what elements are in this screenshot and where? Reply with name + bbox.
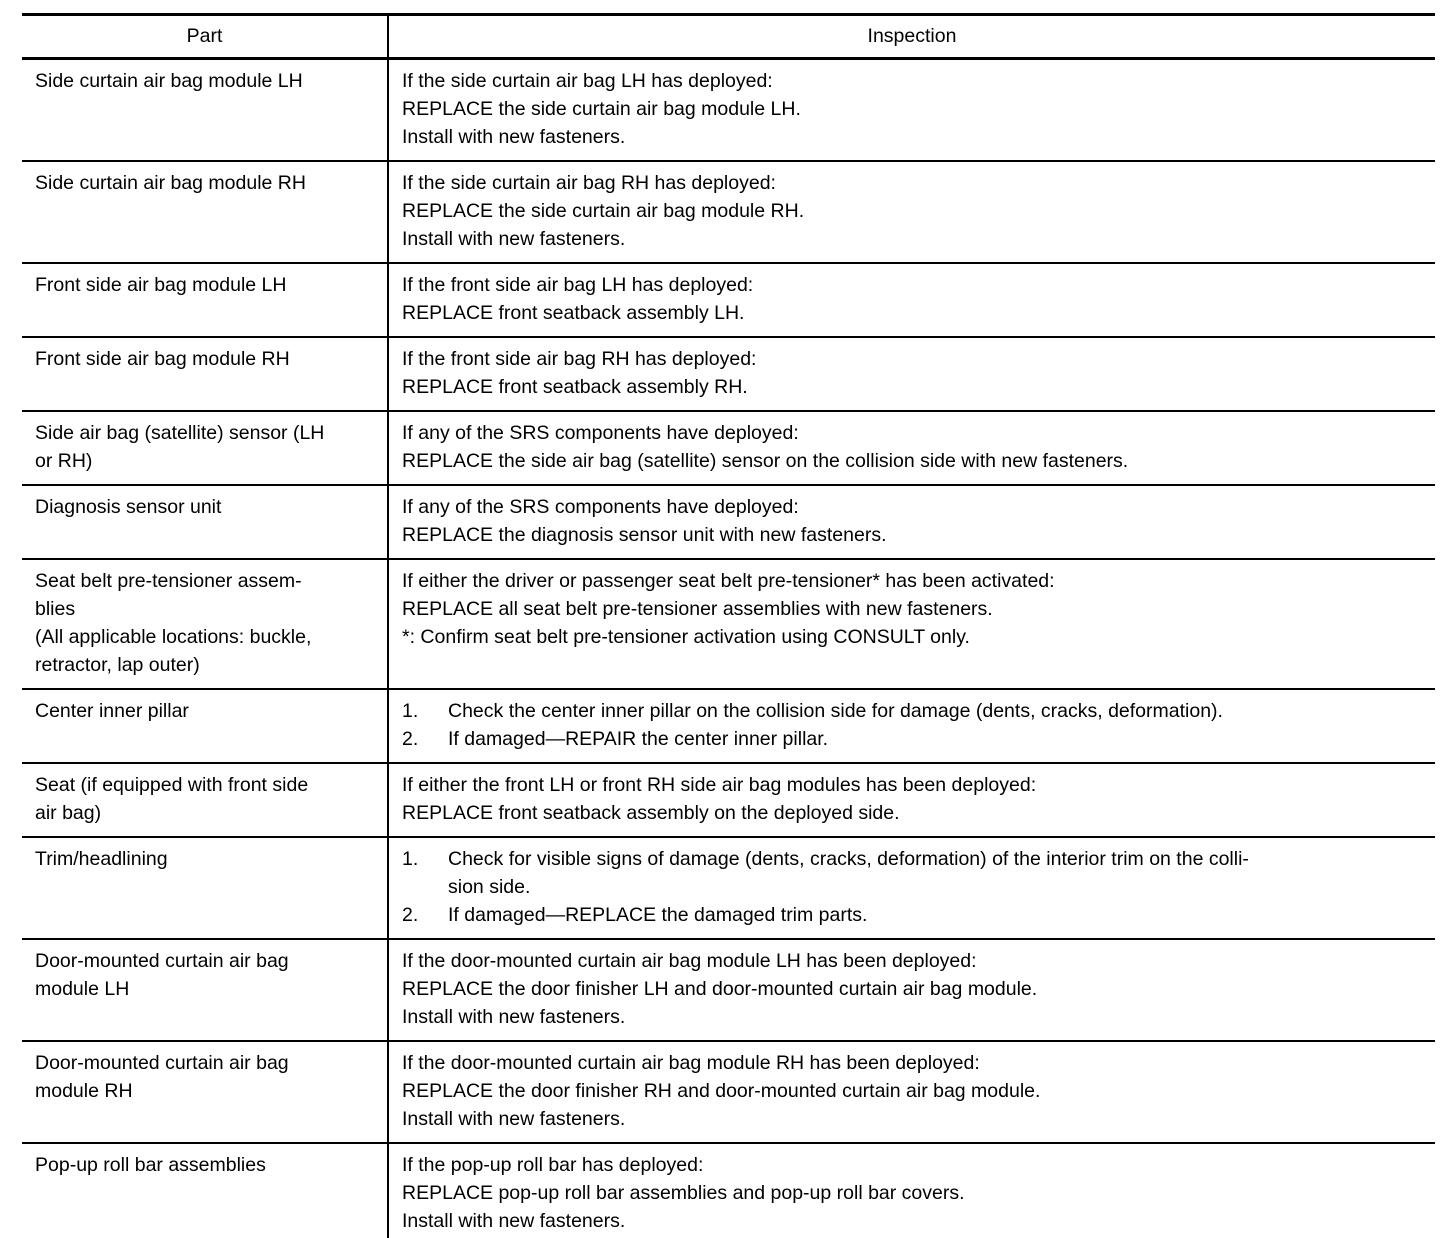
inspection-line: REPLACE the side air bag (satellite) sen… bbox=[402, 450, 1129, 472]
inspection-table: Part Inspection Side curtain air bag mod… bbox=[22, 13, 1435, 1238]
list-number: 1. bbox=[402, 700, 419, 722]
inspection-line: REPLACE the door finisher LH and door-mo… bbox=[402, 978, 1038, 1000]
table-row: Seat belt pre-tensioner assem- blies (Al… bbox=[22, 559, 1435, 690]
inspection-line: If either the driver or passenger seat b… bbox=[402, 570, 1055, 592]
inspection-line: REPLACE the door finisher RH and door-mo… bbox=[402, 1080, 1041, 1102]
table-row: Trim/headlining 1. Check for visible signs… bbox=[22, 837, 1435, 940]
inspection-line: Install with new fasteners. bbox=[402, 126, 626, 148]
inspection-line: REPLACE pop-up roll bar assemblies and p… bbox=[402, 1182, 965, 1204]
part-cell: Seat belt pre-tensioner assem- blies (Al… bbox=[22, 559, 389, 690]
inspection-cell: If the door-mounted curtain air bag modu… bbox=[388, 1041, 1435, 1144]
table-row: Seat (if equipped with front side air ba… bbox=[22, 763, 1435, 838]
table-row: Diagnosis sensor unit If any of the SRS c… bbox=[22, 485, 1435, 560]
table-row: Front side air bag module LH If the front… bbox=[22, 263, 1435, 338]
inspection-line: Install with new fasteners. bbox=[402, 228, 626, 250]
inspection-cell: If the side curtain air bag LH has deplo… bbox=[388, 58, 1435, 162]
part-cell: Side air bag (satellite) sensor (LH or R… bbox=[22, 411, 389, 486]
inspection-line: *: Confirm seat belt pre-tensioner activ… bbox=[402, 626, 970, 648]
inspection-cell: If any of the SRS components have deploy… bbox=[388, 411, 1435, 486]
inspection-line: Install with new fasteners. bbox=[402, 1210, 626, 1232]
inspection-line: Install with new fasteners. bbox=[402, 1108, 626, 1130]
table-row: Front side air bag module RH If the front… bbox=[22, 337, 1435, 412]
inspection-table-wrap: Part Inspection Side curtain air bag mod… bbox=[22, 13, 1435, 1238]
part-cell: Seat (if equipped with front side air ba… bbox=[22, 763, 389, 838]
header-row: Part Inspection bbox=[22, 14, 1435, 60]
list-text: Check the center inner pillar on the col… bbox=[448, 700, 1223, 722]
table-row: Side curtain air bag module RH If the sid… bbox=[22, 161, 1435, 264]
inspection-line: Install with new fasteners. bbox=[402, 1006, 626, 1028]
list-item: 1. Check for visible signs of damage (den… bbox=[402, 845, 1423, 901]
part-cell: Center inner pillar bbox=[22, 689, 389, 764]
inspection-cell: If the front side air bag LH has deploye… bbox=[388, 263, 1435, 338]
part-cell: Front side air bag module RH bbox=[22, 337, 389, 412]
inspection-line: If the side curtain air bag RH has deplo… bbox=[402, 172, 776, 194]
table-row: Door-mounted curtain air bag module LH If… bbox=[22, 939, 1435, 1042]
list-item: 2. If damaged—REPLACE the damaged trim pa… bbox=[402, 901, 1423, 929]
inspection-cell: If the front side air bag RH has deploye… bbox=[388, 337, 1435, 412]
part-cell: Side curtain air bag module LH bbox=[22, 58, 389, 162]
inspection-line: If the pop-up roll bar has deployed: bbox=[402, 1154, 704, 1176]
list-item: 1. Check the center inner pillar on the c… bbox=[402, 697, 1423, 725]
part-cell: Trim/headlining bbox=[22, 837, 389, 940]
table-header: Part Inspection bbox=[22, 14, 1435, 60]
inspection-cell: If the pop-up roll bar has deployed: REPL… bbox=[388, 1143, 1435, 1238]
inspection-line: If the side curtain air bag LH has deplo… bbox=[402, 70, 773, 92]
part-cell: Side curtain air bag module RH bbox=[22, 161, 389, 264]
inspection-line: If the front side air bag RH has deploye… bbox=[402, 348, 757, 370]
table-row: Center inner pillar 1. Check the center in… bbox=[22, 689, 1435, 764]
inspection-cell: If the side curtain air bag RH has deplo… bbox=[388, 161, 1435, 264]
inspection-cell: 1. Check the center inner pillar on the c… bbox=[388, 689, 1435, 764]
inspection-line: REPLACE the side curtain air bag module … bbox=[402, 200, 805, 222]
part-cell: Diagnosis sensor unit bbox=[22, 485, 389, 560]
part-cell: Door-mounted curtain air bag module RH bbox=[22, 1041, 389, 1144]
table-row: Side air bag (satellite) sensor (LH or R… bbox=[22, 411, 1435, 486]
list-text: Check for visible signs of damage (dents… bbox=[448, 848, 1249, 898]
inspection-cell: 1. Check for visible signs of damage (den… bbox=[388, 837, 1435, 940]
inspection-line: If any of the SRS components have deploy… bbox=[402, 422, 799, 444]
inspection-line: If the front side air bag LH has deploye… bbox=[402, 274, 754, 296]
part-cell: Door-mounted curtain air bag module LH bbox=[22, 939, 389, 1042]
inspection-cell: If either the front LH or front RH side … bbox=[388, 763, 1435, 838]
list-number: 1. bbox=[402, 848, 419, 870]
list-number: 2. bbox=[402, 728, 419, 750]
table-row: Side curtain air bag module LH If the sid… bbox=[22, 58, 1435, 162]
column-header-inspection: Inspection bbox=[388, 14, 1435, 60]
inspection-line: If the door-mounted curtain air bag modu… bbox=[402, 1052, 980, 1074]
list-item: 2. If damaged—REPAIR the center inner pil… bbox=[402, 725, 1423, 753]
inspection-line: If either the front LH or front RH side … bbox=[402, 774, 1037, 796]
part-cell: Pop-up roll bar assemblies bbox=[22, 1143, 389, 1238]
list-number: 2. bbox=[402, 904, 419, 926]
table-row: Pop-up roll bar assemblies If the pop-up … bbox=[22, 1143, 1435, 1238]
inspection-line: REPLACE the diagnosis sensor unit with n… bbox=[402, 524, 887, 546]
inspection-line: REPLACE all seat belt pre-tensioner asse… bbox=[402, 598, 993, 620]
inspection-line: If the door-mounted curtain air bag modu… bbox=[402, 950, 977, 972]
inspection-line: If any of the SRS components have deploy… bbox=[402, 496, 799, 518]
table-body: Side curtain air bag module LH If the sid… bbox=[22, 58, 1435, 1238]
inspection-cell: If any of the SRS components have deploy… bbox=[388, 485, 1435, 560]
inspection-line: REPLACE front seatback assembly RH. bbox=[402, 376, 748, 398]
inspection-cell: If the door-mounted curtain air bag modu… bbox=[388, 939, 1435, 1042]
inspection-line: REPLACE the side curtain air bag module … bbox=[402, 98, 801, 120]
inspection-line: REPLACE front seatback assembly on the d… bbox=[402, 802, 900, 824]
part-cell: Front side air bag module LH bbox=[22, 263, 389, 338]
list-text: If damaged—REPAIR the center inner pilla… bbox=[448, 728, 829, 750]
list-text: If damaged—REPLACE the damaged trim part… bbox=[448, 904, 868, 926]
column-header-part: Part bbox=[22, 14, 389, 60]
inspection-line: REPLACE front seatback assembly LH. bbox=[402, 302, 745, 324]
inspection-cell: If either the driver or passenger seat b… bbox=[388, 559, 1435, 690]
table-row: Door-mounted curtain air bag module RH If… bbox=[22, 1041, 1435, 1144]
